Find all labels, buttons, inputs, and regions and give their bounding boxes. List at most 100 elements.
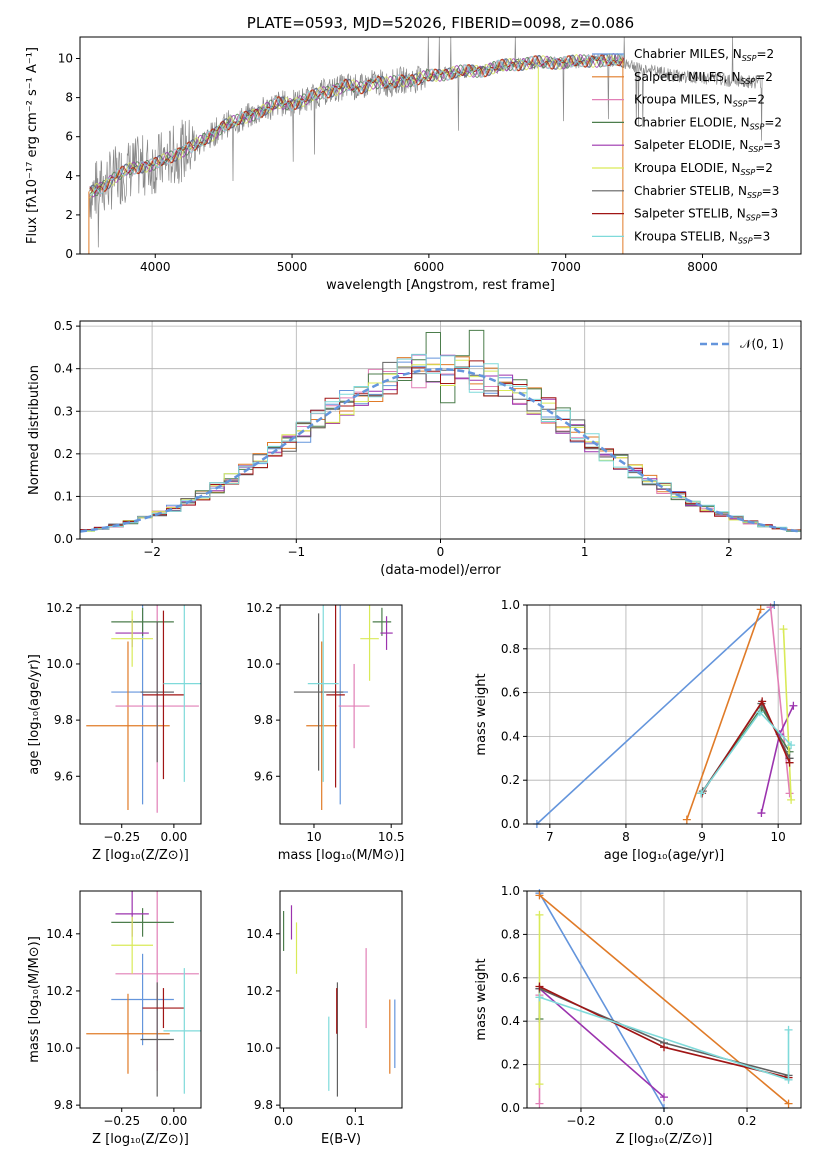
- x-axis-label: age [log₁₀(age/yr)]: [604, 848, 725, 863]
- x-tick-label: 0: [437, 545, 445, 559]
- y-tick-label: 0.8: [501, 642, 520, 656]
- x-tick-label: 0.0: [274, 1114, 293, 1128]
- model-spectrum-line: [89, 52, 624, 198]
- x-axis-label: E(B-V): [321, 1132, 361, 1147]
- weight-point-marker: [535, 891, 544, 900]
- x-tick-label: 1: [581, 545, 589, 559]
- frame-layer: [76, 36, 802, 1112]
- y-tick-label: 10: [58, 52, 73, 66]
- y-tick-label: 0.0: [501, 1101, 520, 1115]
- histogram-series: [79, 353, 801, 539]
- x-tick-label: 0.2: [737, 1114, 756, 1128]
- model-spectrum-line: [89, 53, 624, 192]
- weight-point-marker: [757, 809, 766, 818]
- x-axis-label: (data-model)/error: [380, 563, 501, 578]
- x-axis-label: mass [log₁₀(M/M⊙)]: [278, 848, 405, 863]
- weight-point-marker: [535, 993, 544, 1002]
- model-spectrum-line: [89, 54, 625, 196]
- y-tick-label: 0.4: [501, 1014, 520, 1028]
- x-tick-label: 8000: [687, 260, 718, 274]
- y-axis-label: Flux [fλ10⁻¹⁷ erg cm⁻² s⁻¹ A⁻¹]: [25, 47, 40, 244]
- weight-point-marker: [785, 789, 794, 798]
- legend-label: Kroupa MILES, NSSP=2: [634, 93, 765, 109]
- weight-point-marker: [784, 1099, 793, 1108]
- x-tick-label: 10: [306, 830, 321, 844]
- legend-label: 𝒩(0, 1): [740, 337, 784, 351]
- weight-point-marker: [660, 1093, 668, 1102]
- y-tick-label: 0: [65, 247, 73, 261]
- weight-series-line: [686, 609, 762, 820]
- y-tick-label: 9.8: [254, 1098, 273, 1112]
- x-axis-label: wavelength [Angstrom, rest frame]: [326, 278, 555, 293]
- chart-title: PLATE=0593, MJD=52026, FIBERID=0098, z=0…: [247, 14, 634, 32]
- x-axis-label: Z [log₁₀(Z/Z⊙)]: [92, 848, 189, 863]
- weight-point-marker: [789, 701, 798, 710]
- x-tick-label: 8: [622, 830, 630, 844]
- axes-frame: [279, 604, 403, 825]
- y-tick-label: 0.4: [54, 362, 73, 376]
- legend-label: Salpeter MILES, NSSP=2: [634, 70, 773, 86]
- y-tick-label: 2: [65, 208, 73, 222]
- x-tick-label: 10: [771, 830, 786, 844]
- x-tick-label: 2: [725, 545, 733, 559]
- weight-series-line: [538, 987, 665, 1098]
- y-tick-label: 0.2: [54, 447, 73, 461]
- weight-point-marker: [785, 758, 794, 767]
- y-tick-label: 9.6: [54, 769, 73, 783]
- x-tick-label: −0.25: [103, 1114, 140, 1128]
- grid-layer: [80, 321, 801, 1109]
- y-tick-label: 8: [65, 91, 73, 105]
- normal-reference-curve: [79, 367, 802, 533]
- y-tick-label: 10.0: [46, 1041, 73, 1055]
- y-tick-label: 9.8: [54, 713, 73, 727]
- y-tick-label: 0.1: [54, 489, 73, 503]
- y-tick-label: 0.2: [501, 1058, 520, 1072]
- x-tick-label: 9: [698, 830, 706, 844]
- y-tick-label: 10.2: [246, 601, 273, 615]
- data-layer: [79, 36, 802, 1112]
- y-tick-label: 0.2: [501, 773, 520, 787]
- model-spectrum-line: [89, 53, 624, 197]
- axes-frame: [79, 890, 202, 1109]
- weight-point-marker: [682, 815, 691, 824]
- weight-point-marker: [535, 1099, 544, 1108]
- x-axis-label: Z [log₁₀(Z/Z⊙)]: [616, 1132, 713, 1147]
- axes-frame: [526, 604, 802, 825]
- x-tick-label: 4000: [140, 260, 171, 274]
- legend-label: Kroupa ELODIE, NSSP=2: [634, 161, 773, 177]
- y-axis-label: age [log₁₀(age/yr)]: [27, 654, 42, 775]
- weight-point-marker: [784, 1025, 793, 1034]
- weight-series-line: [536, 604, 775, 825]
- legend-label: Chabrier STELIB, NSSP=3: [634, 184, 779, 200]
- x-tick-label: 0.00: [161, 830, 188, 844]
- x-axis-label: Z [log₁₀(Z/Z⊙)]: [92, 1132, 189, 1147]
- y-tick-label: 10.0: [246, 1041, 273, 1055]
- x-tick-label: −1: [287, 545, 305, 559]
- axes-frame: [79, 604, 202, 825]
- y-tick-label: 10.2: [46, 601, 73, 615]
- x-tick-label: 0.0: [654, 1114, 673, 1128]
- weight-point-marker: [779, 625, 788, 634]
- weight-point-marker: [660, 1043, 668, 1052]
- y-tick-label: 4: [65, 169, 73, 183]
- y-tick-label: 0.0: [501, 817, 520, 831]
- y-tick-label: 10.4: [46, 927, 73, 941]
- y-tick-label: 9.8: [54, 1098, 73, 1112]
- x-tick-label: 6000: [414, 260, 445, 274]
- x-tick-label: −0.25: [103, 830, 140, 844]
- y-tick-label: 0.6: [501, 971, 520, 985]
- model-spectrum-line: [89, 53, 625, 199]
- weight-series-line: [538, 894, 790, 1105]
- weight-point-marker: [784, 1075, 793, 1084]
- model-spectrum-line: [89, 54, 625, 194]
- x-tick-label: 10.5: [378, 830, 405, 844]
- y-tick-label: 0.8: [501, 927, 520, 941]
- weight-point-marker: [787, 741, 796, 750]
- y-axis-label: mass [log₁₀(M/M⊙)]: [27, 936, 42, 1063]
- weight-point-marker: [755, 708, 764, 717]
- y-tick-label: 9.6: [254, 769, 273, 783]
- legend-label: Chabrier ELODIE, NSSP=2: [634, 115, 782, 131]
- axes-frame: [79, 36, 802, 255]
